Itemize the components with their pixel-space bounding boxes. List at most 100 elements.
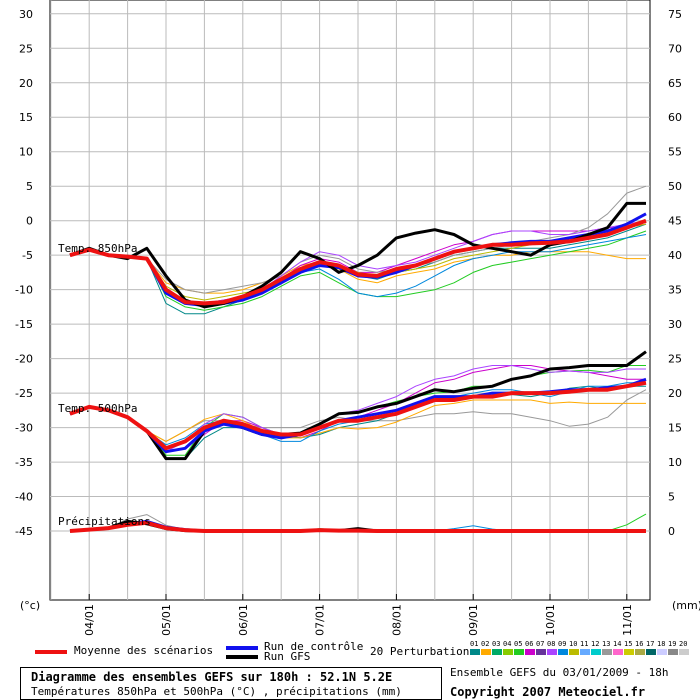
perturbation-number: 02 (481, 640, 490, 648)
perturbation-color-swatch (525, 649, 535, 655)
t500-perturbation-line (69, 399, 646, 442)
perturbation-color-swatch (602, 649, 612, 655)
right-tick-label: 50 (668, 180, 682, 193)
legend-control-swatch (226, 646, 258, 650)
left-tick-label: -30 (15, 422, 33, 435)
perturbation-number: 15 (624, 640, 633, 648)
right-tick-label: 25 (668, 353, 682, 366)
perturbation-number: 16 (635, 640, 644, 648)
perturbation-number: 19 (668, 640, 677, 648)
x-tick-label: 05/01 (160, 604, 173, 636)
copyright: Copyright 2007 Meteociel.fr (450, 685, 646, 699)
perturbation-color-swatch (514, 649, 524, 655)
t500-mean-line (69, 380, 647, 451)
right-tick-label: 15 (668, 422, 682, 435)
perturbation-number: 08 (547, 640, 556, 648)
right-tick-label: 65 (668, 77, 682, 90)
perturbation-number: 05 (514, 640, 523, 648)
left-tick-label: 15 (19, 111, 33, 124)
right-tick-label: 35 (668, 284, 682, 297)
perturbation-color-swatch (503, 649, 513, 655)
perturbation-number: 06 (525, 640, 534, 648)
perturbation-color-swatch (635, 649, 645, 655)
section-annotation: Temp. 850hPa (58, 242, 137, 255)
perturbation-color-swatch (470, 649, 480, 655)
section-annotation: Temp. 500hPa (58, 402, 137, 415)
left-axis-unit: (°c) (20, 599, 40, 612)
left-tick-label: -5 (22, 249, 33, 262)
right-tick-label: 20 (668, 387, 682, 400)
left-tick-label: 30 (19, 8, 33, 21)
perturbation-number: 10 (569, 640, 578, 648)
perturbation-number: 09 (558, 640, 567, 648)
run-info: Ensemble GEFS du 03/01/2009 - 18h (450, 666, 669, 679)
x-tick-label: 11/01 (621, 604, 634, 636)
perturbation-color-swatch (536, 649, 546, 655)
perturbation-number: 12 (591, 640, 600, 648)
perturbation-color-swatch (679, 649, 689, 655)
footer: Moyenne des scénarios Run de contrôle Ru… (0, 640, 700, 700)
perturbation-number: 04 (503, 640, 512, 648)
right-axis-unit: (mm) (672, 599, 700, 612)
perturbation-number: 20 (679, 640, 688, 648)
legend-mean-label: Moyenne des scénarios (74, 644, 214, 657)
t500-gfs-line (69, 350, 647, 461)
annotations: Temp. 850hPa Temp. 500hPa Précipitations (58, 242, 151, 528)
perturbation-number: 18 (657, 640, 666, 648)
right-tick-label: 5 (668, 491, 675, 504)
right-tick-label: 30 (668, 318, 682, 331)
x-tick-label: 10/01 (544, 604, 557, 636)
right-tick-label: 10 (668, 456, 682, 469)
perturbation-number: 13 (602, 640, 611, 648)
perturbation-color-swatch (668, 649, 678, 655)
legend-perturbations-label: 20 Perturbations (370, 645, 476, 658)
left-tick-label: 10 (19, 146, 33, 159)
x-tick-label: 06/01 (237, 604, 250, 636)
perturbation-color-swatch (591, 649, 601, 655)
chart-title-box: Diagramme des ensembles GEFS sur 180h : … (20, 667, 442, 700)
left-tick-label: -10 (15, 284, 33, 297)
perturbation-color-swatch (613, 649, 623, 655)
left-tick-label: -45 (15, 525, 33, 538)
chart-subtitle: Températures 850hPa et 500hPa (°C) , pré… (31, 685, 402, 698)
legend-control-label: Run de contrôle (264, 640, 364, 653)
perturbation-color-swatch (657, 649, 667, 655)
x-tick-label: 08/01 (390, 604, 403, 636)
right-tick-label: 0 (668, 525, 675, 538)
chart-title: Diagramme des ensembles GEFS sur 180h : … (31, 670, 393, 684)
left-tick-label: -40 (15, 491, 33, 504)
legend-mean-swatch (35, 650, 67, 654)
left-tick-label: 20 (19, 77, 33, 90)
legend-gfs-label: Run GFS (264, 650, 311, 663)
perturbation-number: 07 (536, 640, 545, 648)
perturbation-color-swatch (492, 649, 502, 655)
legend-gfs-swatch (226, 655, 258, 659)
left-tick-label: -35 (15, 456, 33, 469)
left-tick-label: 25 (19, 42, 33, 55)
perturbation-color-swatch (646, 649, 656, 655)
perturbation-color-swatch (547, 649, 557, 655)
x-tick-label: 09/01 (467, 604, 480, 636)
x-tick-label: 04/01 (83, 604, 96, 636)
perturbation-color-swatch (580, 649, 590, 655)
perturbation-number: 14 (613, 640, 622, 648)
right-tick-label: 60 (668, 111, 682, 124)
perturbation-color-swatch (569, 649, 579, 655)
right-tick-label: 45 (668, 215, 682, 228)
x-tick-label: 07/01 (314, 604, 327, 636)
right-tick-label: 40 (668, 249, 682, 262)
perturbation-number: 11 (580, 640, 589, 648)
left-tick-label: 0 (26, 215, 33, 228)
right-tick-label: 55 (668, 146, 682, 159)
grid (50, 0, 650, 600)
perturbation-number: 17 (646, 640, 655, 648)
left-tick-label: -20 (15, 353, 33, 366)
t850-perturbation-line (69, 185, 647, 294)
series (69, 185, 647, 533)
perturbation-color-swatch (481, 649, 491, 655)
right-tick-label: 75 (668, 8, 682, 21)
perturbation-number: 03 (492, 640, 501, 648)
precip-mean-line (69, 520, 646, 533)
perturbation-number: 01 (470, 640, 479, 648)
